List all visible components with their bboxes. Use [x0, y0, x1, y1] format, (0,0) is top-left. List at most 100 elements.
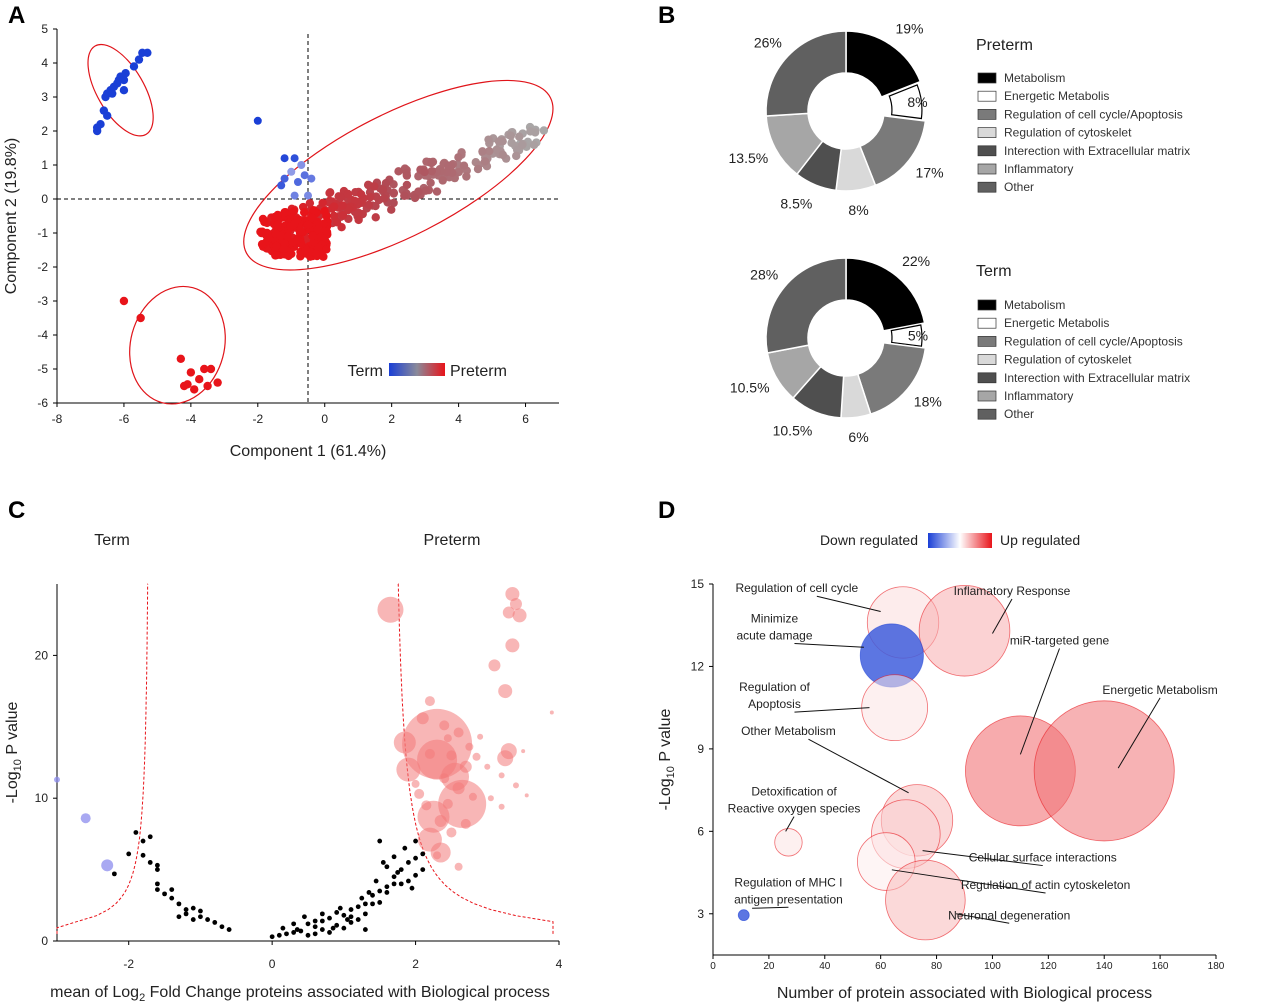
data-point-not-significant	[377, 838, 383, 844]
y-axis-label: Component 2 (19.8%)	[3, 138, 20, 295]
legend-item-label: Regulation of cell cycle/Apoptosis	[1004, 107, 1183, 121]
group-label-term: Term	[94, 532, 130, 549]
pie-slice-label: 28%	[750, 266, 778, 282]
bubble-label: Reactive oxygen species	[728, 802, 861, 816]
data-point-not-significant	[284, 931, 289, 937]
legend-item-label: Inflammatory	[1004, 162, 1073, 176]
data-point-term	[293, 178, 302, 186]
panel-letter-d: D	[658, 497, 676, 524]
data-point-up	[446, 750, 457, 761]
data-point-term	[277, 181, 286, 190]
data-point-preterm-cluster	[136, 313, 145, 323]
data-point-up	[472, 752, 481, 761]
data-point-not-significant	[409, 885, 415, 891]
data-point-trend	[364, 200, 374, 210]
data-point-up	[512, 782, 519, 789]
data-point-trend	[258, 227, 267, 236]
data-point-not-significant	[334, 922, 340, 928]
pie-slice	[765, 30, 847, 117]
data-point-not-significant	[319, 927, 325, 932]
data-point-trend	[402, 171, 412, 180]
data-point-up	[498, 772, 505, 779]
data-point-not-significant	[176, 901, 182, 907]
y-axis-label: -Log10 P value	[4, 702, 24, 804]
bubble	[774, 828, 803, 857]
data-point-not-significant	[155, 862, 160, 868]
data-point-preterm-cluster	[195, 375, 204, 384]
data-point-not-significant	[341, 925, 347, 931]
data-point-trend	[329, 211, 339, 221]
y-tick-label: 4	[41, 56, 48, 70]
bubble-label: Minimize	[751, 611, 799, 625]
bubble-label: Regulation of MHC I	[734, 875, 842, 889]
data-point-trend	[378, 185, 388, 194]
data-point-trend	[280, 208, 289, 217]
data-point-trend	[319, 252, 328, 261]
bubble-label: Regulation of actin cytoskeleton	[961, 878, 1130, 892]
y-tick-label: 3	[697, 907, 704, 921]
panel-d-bubble-plot: 0 20 40 60 80 100 120 140 160 180 3 6 9 12 15 Number of…	[657, 532, 1225, 1002]
data-point-trend	[284, 251, 293, 261]
data-point-not-significant	[341, 912, 347, 918]
confidence-ellipse	[243, 79, 554, 271]
threshold-curve-right	[397, 583, 554, 934]
data-point-trend	[414, 187, 423, 196]
legend-item-label: Regulation of cytoskelet	[1004, 353, 1132, 367]
y-tick-label: 12	[691, 659, 705, 673]
pie-slice	[845, 257, 926, 332]
data-point-not-significant	[355, 904, 361, 910]
legend-item-label: Energetic Metabolis	[1004, 316, 1109, 330]
x-tick-label: 0	[710, 961, 716, 972]
data-point-not-significant	[327, 930, 332, 935]
x-tick-label: 6	[522, 412, 529, 426]
data-point-not-significant	[312, 924, 318, 930]
data-point-trend	[518, 140, 527, 150]
data-point-not-significant	[377, 900, 383, 905]
data-point-not-significant	[391, 881, 397, 887]
data-point-trend	[473, 164, 483, 174]
data-point-not-significant	[219, 924, 225, 930]
data-point-trend	[462, 172, 471, 181]
pie-slice-label: 8.5%	[780, 195, 812, 211]
legend-swatch	[977, 109, 997, 120]
data-point-up	[460, 818, 471, 829]
data-point-trend	[338, 210, 348, 220]
bubble-leader-line	[794, 707, 870, 713]
data-point-trend	[427, 166, 436, 176]
x-tick-label: 20	[763, 961, 775, 972]
data-point-up	[438, 779, 487, 828]
data-point-trend	[338, 201, 347, 210]
bubble-leader-line	[922, 850, 1043, 867]
bubble-leader-line	[752, 906, 789, 909]
data-point-up	[509, 597, 522, 610]
data-point-trend	[389, 198, 398, 208]
data-point-term	[287, 167, 296, 176]
data-point-not-significant	[380, 860, 386, 865]
data-point-not-significant	[312, 931, 318, 937]
data-point-not-significant	[345, 917, 350, 922]
data-point-trend	[272, 241, 281, 251]
legend-swatch	[977, 90, 997, 102]
pie-slice	[765, 257, 847, 354]
x-tick-label: 4	[556, 957, 563, 971]
legend-item-label: Metabolism	[1004, 71, 1065, 85]
data-point-not-significant	[370, 901, 375, 907]
data-point-not-significant	[395, 870, 401, 875]
data-point-trend	[332, 218, 342, 227]
data-point-trend	[301, 245, 310, 254]
data-point-not-significant	[359, 895, 365, 901]
data-point-not-significant	[169, 887, 175, 892]
data-point-not-significant	[366, 890, 372, 895]
data-point-trend	[312, 249, 321, 259]
pie-slice-label: 5%	[908, 328, 928, 344]
pie-slice-label: 26%	[754, 35, 782, 51]
data-point-preterm-cluster	[119, 296, 129, 306]
data-point-not-significant	[348, 914, 354, 920]
data-point-trend	[371, 213, 380, 222]
data-point-trend	[511, 151, 521, 161]
data-point-trend	[292, 236, 302, 245]
y-tick-label: -4	[37, 328, 48, 342]
x-tick-label: 160	[1152, 961, 1169, 972]
data-point-trend	[322, 245, 331, 254]
